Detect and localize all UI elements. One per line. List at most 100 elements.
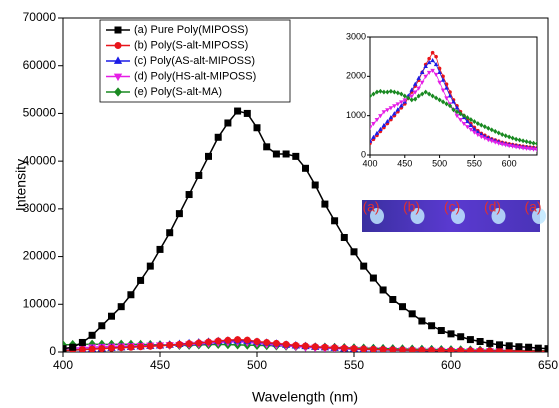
marker bbox=[205, 152, 212, 160]
marker bbox=[379, 346, 387, 352]
marker bbox=[543, 143, 546, 146]
marker bbox=[447, 103, 453, 109]
marker bbox=[234, 336, 242, 344]
marker bbox=[427, 91, 432, 97]
marker bbox=[389, 296, 397, 304]
marker bbox=[282, 150, 290, 158]
marker bbox=[420, 91, 425, 97]
marker bbox=[430, 58, 435, 63]
marker bbox=[444, 96, 449, 101]
marker bbox=[108, 312, 115, 320]
y-tick-label: 30000 bbox=[23, 201, 57, 215]
marker bbox=[454, 114, 460, 119]
marker bbox=[156, 245, 164, 253]
marker bbox=[465, 115, 470, 121]
marker bbox=[195, 339, 203, 347]
marker bbox=[543, 149, 546, 152]
photo-label: (a) bbox=[362, 199, 379, 215]
legend-box bbox=[99, 19, 291, 103]
x-tick-label: 400 bbox=[53, 358, 73, 372]
marker bbox=[505, 342, 513, 350]
marker bbox=[253, 124, 261, 132]
marker bbox=[534, 147, 537, 153]
marker bbox=[475, 121, 480, 126]
marker bbox=[408, 310, 416, 318]
marker bbox=[434, 54, 438, 59]
legend-label: (a) Pure Poly(MIPOSS) bbox=[134, 24, 248, 36]
marker bbox=[406, 95, 411, 101]
marker bbox=[385, 89, 390, 95]
marker bbox=[117, 303, 125, 311]
marker bbox=[166, 341, 174, 349]
marker bbox=[496, 130, 501, 136]
x-tick-label: 450 bbox=[397, 158, 412, 168]
marker bbox=[430, 50, 435, 55]
marker bbox=[146, 342, 154, 350]
marker bbox=[369, 274, 377, 282]
y-tick-label: 70000 bbox=[23, 10, 57, 24]
marker bbox=[117, 344, 125, 352]
marker bbox=[409, 97, 414, 103]
marker bbox=[493, 128, 498, 134]
marker bbox=[444, 101, 449, 107]
marker bbox=[413, 96, 418, 102]
photo-label: (a) bbox=[524, 199, 541, 215]
marker bbox=[451, 107, 456, 113]
x-tick-label: 500 bbox=[247, 358, 267, 372]
marker bbox=[544, 345, 548, 352]
marker bbox=[489, 127, 494, 133]
marker bbox=[534, 141, 537, 147]
marker bbox=[437, 97, 442, 103]
marker bbox=[243, 109, 251, 117]
photo-spot bbox=[491, 208, 506, 224]
photo-label: (b) bbox=[403, 199, 420, 215]
marker bbox=[78, 338, 86, 346]
plot-frame bbox=[62, 17, 549, 353]
y-tick-label: 2000 bbox=[346, 71, 366, 81]
marker bbox=[399, 103, 404, 108]
marker bbox=[253, 338, 261, 346]
marker bbox=[482, 124, 487, 130]
marker bbox=[381, 122, 387, 128]
x-tick-label: 650 bbox=[538, 358, 558, 372]
marker bbox=[524, 139, 529, 145]
marker bbox=[395, 102, 401, 107]
marker bbox=[486, 347, 494, 352]
marker bbox=[409, 87, 415, 92]
marker bbox=[263, 338, 271, 346]
marker bbox=[507, 134, 512, 140]
marker bbox=[381, 89, 387, 95]
marker bbox=[539, 142, 542, 145]
marker bbox=[399, 100, 404, 105]
marker bbox=[409, 94, 415, 99]
marker bbox=[378, 88, 383, 94]
y-tick-label: 40000 bbox=[23, 153, 57, 167]
marker bbox=[350, 248, 358, 256]
photo-spot bbox=[370, 208, 384, 224]
marker bbox=[465, 125, 470, 130]
marker bbox=[214, 133, 222, 141]
marker bbox=[114, 42, 122, 49]
marker bbox=[434, 95, 439, 101]
marker bbox=[430, 68, 435, 74]
marker bbox=[263, 143, 271, 151]
marker bbox=[63, 345, 67, 352]
marker bbox=[447, 93, 453, 98]
marker bbox=[374, 89, 380, 95]
marker bbox=[195, 171, 203, 179]
marker bbox=[479, 134, 484, 140]
y-tick-label: 1000 bbox=[346, 110, 366, 120]
marker bbox=[185, 191, 193, 199]
marker bbox=[379, 286, 387, 294]
marker bbox=[499, 142, 505, 147]
marker bbox=[331, 217, 339, 225]
marker bbox=[448, 90, 452, 94]
marker bbox=[486, 125, 491, 131]
marker bbox=[472, 126, 477, 131]
marker bbox=[88, 345, 96, 352]
marker bbox=[392, 104, 397, 109]
marker bbox=[451, 99, 456, 104]
marker bbox=[388, 115, 394, 120]
marker bbox=[419, 69, 425, 74]
marker bbox=[423, 74, 428, 79]
